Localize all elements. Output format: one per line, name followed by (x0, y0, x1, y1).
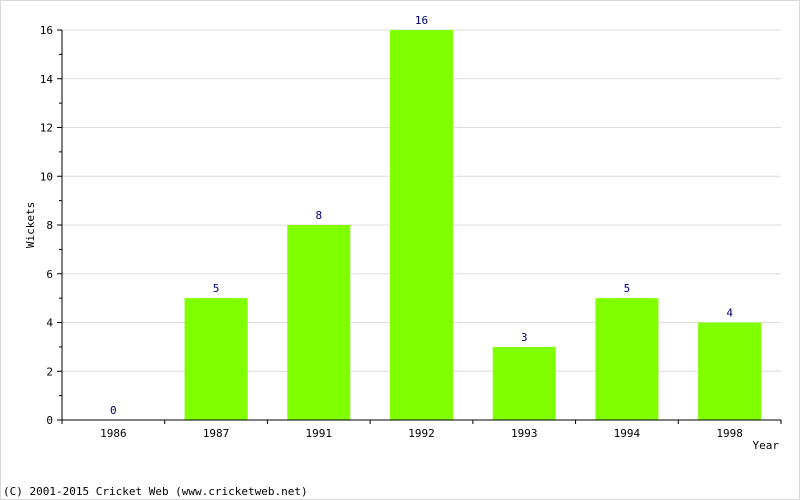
data-label-1991: 8 (315, 209, 322, 222)
y-tick-label: 6 (46, 268, 53, 281)
x-tick-label: 1986 (100, 427, 127, 440)
x-tick-label: 1992 (408, 427, 435, 440)
y-ticks: 0 2 4 6 8 10 12 14 16 (40, 24, 62, 427)
x-tick-label: 1998 (716, 427, 743, 440)
bars (184, 30, 762, 420)
x-tick-label: 1994 (614, 427, 641, 440)
y-tick-label: 8 (46, 219, 53, 232)
x-axis-label: Year (753, 439, 780, 452)
bar-1987 (184, 298, 248, 420)
x-tick-label: 1993 (511, 427, 538, 440)
bar-1998 (698, 322, 762, 420)
bar-1994 (595, 298, 659, 420)
y-tick-label: 14 (40, 73, 54, 86)
y-tick-label: 2 (46, 365, 53, 378)
y-tick-label: 4 (46, 317, 53, 330)
y-tick-label: 10 (40, 170, 53, 183)
data-label-1986: 0 (110, 404, 117, 417)
y-tick-label: 16 (40, 24, 53, 37)
y-tick-label: 0 (46, 414, 53, 427)
data-label-1992: 16 (415, 14, 428, 27)
bar-1991 (287, 225, 351, 420)
copyright-footer: (C) 2001-2015 Cricket Web (www.cricketwe… (3, 485, 308, 498)
data-label-1987: 5 (213, 282, 220, 295)
x-ticks: 1986 1987 1991 1992 1993 1994 1998 (61, 420, 782, 440)
bar-1993 (492, 346, 556, 420)
data-label-1994: 5 (624, 282, 631, 295)
y-axis-label: Wickets (24, 202, 37, 248)
data-label-1998: 4 (726, 307, 733, 320)
y-tick-label: 12 (40, 122, 53, 135)
bar-1992 (390, 30, 453, 420)
data-label-1993: 3 (521, 331, 528, 344)
data-labels: 0 5 8 16 3 5 4 (110, 14, 733, 417)
x-tick-label: 1987 (203, 427, 230, 440)
x-tick-label: 1991 (306, 427, 333, 440)
